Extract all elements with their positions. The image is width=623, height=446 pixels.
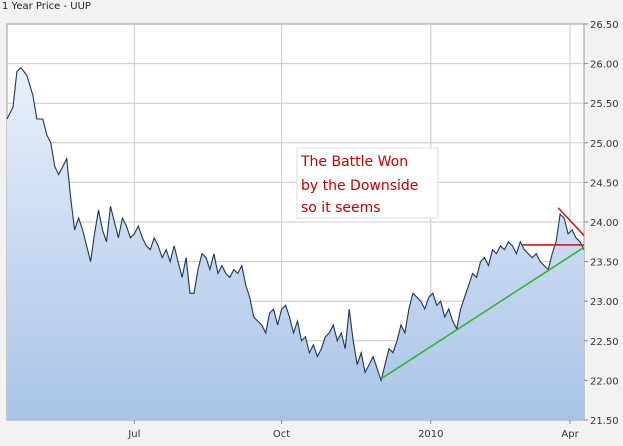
y-tick-label: 26.50 — [590, 20, 619, 31]
x-tick-label: 2010 — [418, 429, 443, 440]
chart-title: 1 Year Price - UUP — [2, 1, 91, 12]
x-tick-label: Apr — [561, 429, 579, 440]
price-line — [6, 66, 585, 383]
y-tick-label: 25.50 — [590, 99, 619, 110]
trendline-support — [380, 246, 585, 380]
y-tick-label: 25.00 — [590, 139, 619, 150]
trendlines — [380, 207, 585, 380]
y-tick-label: 23.00 — [590, 297, 619, 308]
annotation-box: The Battle Won by the Downside so it see… — [296, 147, 439, 219]
x-axis-ticks: Jul Oct 2010 Apr — [127, 420, 580, 440]
y-tick-label: 24.50 — [590, 178, 619, 189]
x-tick-label: Jul — [127, 429, 140, 440]
trendline-resistance-top — [557, 207, 585, 237]
y-tick-label: 22.00 — [590, 376, 619, 387]
y-tick-label: 24.00 — [590, 218, 619, 229]
annotation-line-2: by the Downside — [301, 178, 418, 194]
annotation-line-1: The Battle Won — [300, 154, 408, 170]
y-tick-label: 26.00 — [590, 60, 619, 71]
y-axis-ticks: 21.50 22.00 22.50 23.00 23.50 24.00 24.50 25.00… — [584, 20, 619, 427]
price-area-fill — [7, 67, 584, 420]
y-tick-label: 23.50 — [590, 258, 619, 269]
annotation-line-3: so it seems — [301, 200, 381, 216]
x-tick-label: Oct — [273, 429, 290, 440]
y-tick-label: 22.50 — [590, 337, 619, 348]
y-tick-label: 21.50 — [590, 416, 619, 427]
